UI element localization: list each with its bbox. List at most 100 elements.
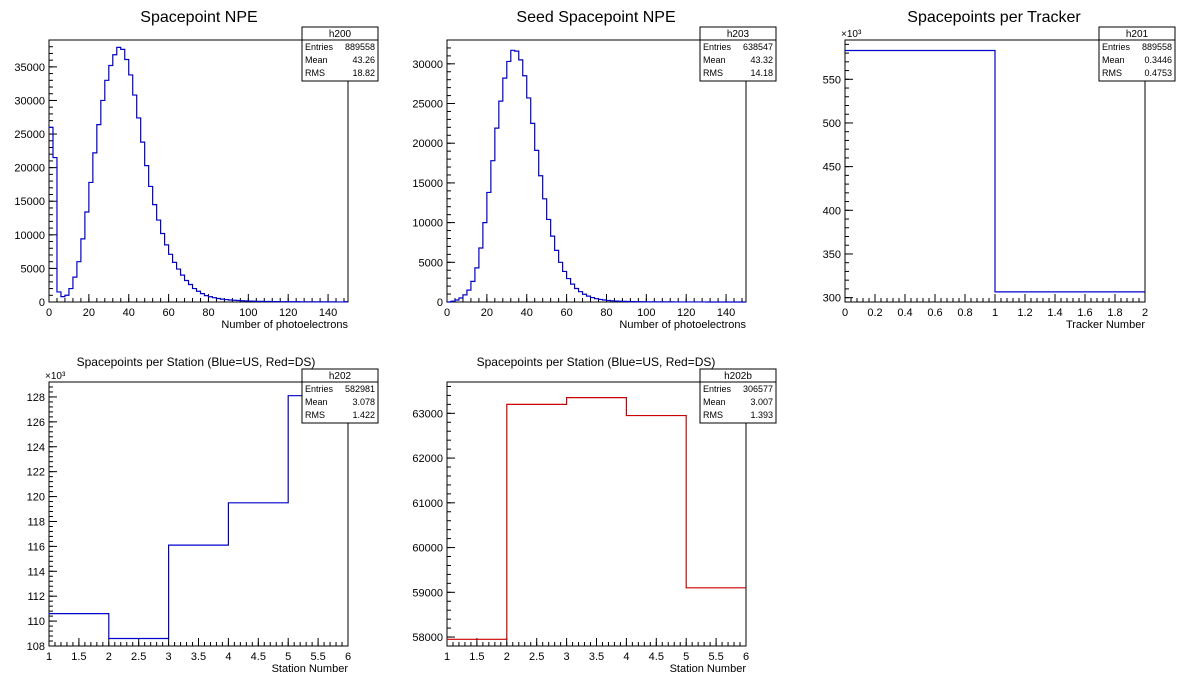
x-tick-label: 60 bbox=[560, 307, 572, 319]
y-tick-label: 116 bbox=[27, 541, 45, 553]
plot-frame bbox=[48, 39, 349, 303]
chart-title: Spacepoints per Station (Blue=US, Red=DS… bbox=[77, 355, 316, 369]
y-tick-label: 20000 bbox=[14, 163, 45, 175]
x-axis-label: Number of photoelectrons bbox=[619, 319, 746, 331]
stats-value: 1.393 bbox=[750, 410, 773, 420]
y-tick-label: 400 bbox=[823, 205, 841, 217]
stats-label: Entries bbox=[305, 384, 334, 394]
chart-title: Spacepoint NPE bbox=[140, 9, 257, 26]
x-tick-label: 20 bbox=[481, 307, 493, 319]
y-tick-label: 20000 bbox=[412, 138, 443, 150]
y-tick-label: 58000 bbox=[412, 632, 443, 644]
x-tick-label: 2 bbox=[504, 651, 510, 663]
x-axis-label: Station Number bbox=[670, 663, 747, 675]
y-tick-label: 59000 bbox=[412, 587, 443, 599]
stats-value: 43.32 bbox=[750, 55, 773, 65]
y-tick-label: 35000 bbox=[14, 62, 45, 74]
x-tick-label: 2.5 bbox=[529, 651, 544, 663]
y-tick-label: 350 bbox=[823, 249, 841, 261]
y-tick-label: 15000 bbox=[14, 196, 45, 208]
y-tick-label: 122 bbox=[27, 467, 45, 479]
y-tick-label: 10000 bbox=[14, 230, 45, 242]
x-tick-label: 4 bbox=[225, 651, 231, 663]
y-tick-label: 500 bbox=[823, 118, 841, 130]
stats-label: Entries bbox=[703, 384, 732, 394]
y-tick-label: 124 bbox=[27, 442, 45, 454]
stats-name: h200 bbox=[329, 29, 352, 40]
stats-value: 43.26 bbox=[352, 55, 375, 65]
x-tick-label: 0 bbox=[46, 307, 52, 319]
stats-value: 3.007 bbox=[750, 397, 773, 407]
stats-frame bbox=[301, 368, 379, 424]
y-tick-label: 114 bbox=[27, 566, 45, 578]
stats-name: h202 bbox=[329, 371, 352, 382]
stats-value: 889558 bbox=[1142, 42, 1172, 52]
x-tick-label: 1.4 bbox=[1047, 307, 1062, 319]
y-tick-label: 108 bbox=[27, 641, 45, 653]
stats-frame bbox=[1098, 26, 1176, 82]
chart-title: Spacepoints per Tracker bbox=[907, 9, 1081, 26]
y-multiplier: ×10³ bbox=[841, 29, 862, 40]
x-tick-label: 2.5 bbox=[131, 651, 146, 663]
x-tick-label: 1.6 bbox=[1077, 307, 1092, 319]
x-tick-label: 40 bbox=[521, 307, 533, 319]
x-tick-label: 5 bbox=[285, 651, 291, 663]
x-tick-label: 4.5 bbox=[649, 651, 664, 663]
x-tick-label: 3.5 bbox=[589, 651, 604, 663]
y-tick-label: 61000 bbox=[412, 498, 443, 510]
stats-label: Mean bbox=[1102, 55, 1125, 65]
x-tick-label: 140 bbox=[319, 307, 337, 319]
y-tick-label: 0 bbox=[437, 297, 443, 309]
x-tick-label: 1.8 bbox=[1107, 307, 1122, 319]
x-tick-label: 1 bbox=[444, 651, 450, 663]
stats-label: Entries bbox=[1102, 42, 1131, 52]
stats-value: 306577 bbox=[743, 384, 773, 394]
stats-value: 889558 bbox=[345, 42, 375, 52]
stats-value: 638547 bbox=[743, 42, 773, 52]
x-tick-label: 120 bbox=[677, 307, 695, 319]
stats-box: h202b Entries 306577 Mean 3.007 RMS 1.393 bbox=[699, 368, 777, 424]
chart-title: Seed Spacepoint NPE bbox=[516, 9, 675, 26]
y-tick-label: 62000 bbox=[412, 453, 443, 465]
plot-frame bbox=[446, 39, 747, 303]
histogram-panel-1: Seed Spacepoint NPE 0 20 40 60 80 100 120 140 0 50… bbox=[412, 9, 777, 331]
x-tick-label: 0 bbox=[444, 307, 450, 319]
x-tick-label: 5.5 bbox=[310, 651, 325, 663]
x-tick-label: 1.2 bbox=[1017, 307, 1032, 319]
y-tick-label: 63000 bbox=[412, 408, 443, 420]
stats-box: h201 Entries 889558 Mean 0.3446 RMS 0.4753 bbox=[1098, 26, 1176, 82]
y-tick-label: 25000 bbox=[14, 129, 45, 141]
x-tick-label: 80 bbox=[600, 307, 612, 319]
y-tick-label: 118 bbox=[27, 516, 45, 528]
stats-label: Mean bbox=[703, 55, 726, 65]
stats-name: h202b bbox=[724, 371, 752, 382]
stats-label: RMS bbox=[305, 410, 325, 420]
stats-name: h203 bbox=[727, 29, 750, 40]
y-tick-label: 10000 bbox=[412, 218, 443, 230]
x-axis-label: Number of photoelectrons bbox=[221, 319, 348, 331]
x-axis-label: Station Number bbox=[272, 663, 349, 675]
x-tick-label: 20 bbox=[83, 307, 95, 319]
y-tick-label: 0 bbox=[39, 297, 45, 309]
stats-box: h202 Entries 582981 Mean 3.078 RMS 1.422 bbox=[301, 368, 379, 424]
x-tick-label: 0.6 bbox=[927, 307, 942, 319]
stats-label: RMS bbox=[703, 410, 723, 420]
y-tick-label: 126 bbox=[27, 417, 45, 429]
chart-title: Spacepoints per Station (Blue=US, Red=DS… bbox=[477, 355, 716, 369]
x-tick-label: 5 bbox=[683, 651, 689, 663]
x-tick-label: 80 bbox=[202, 307, 214, 319]
stats-value: 0.4753 bbox=[1144, 68, 1172, 78]
y-tick-label: 60000 bbox=[412, 543, 443, 555]
histogram-series-0 bbox=[447, 397, 746, 640]
x-tick-label: 0.8 bbox=[957, 307, 972, 319]
stats-label: RMS bbox=[1102, 68, 1122, 78]
y-tick-label: 25000 bbox=[412, 99, 443, 111]
y-tick-label: 300 bbox=[823, 293, 841, 305]
histogram-panel-3: Spacepoints per Station (Blue=US, Red=DS… bbox=[27, 355, 379, 675]
x-tick-label: 140 bbox=[717, 307, 735, 319]
stats-value: 14.18 bbox=[750, 68, 773, 78]
stats-box: h200 Entries 889558 Mean 43.26 RMS 18.82 bbox=[301, 26, 379, 82]
y-tick-label: 450 bbox=[823, 162, 841, 174]
x-tick-label: 0.4 bbox=[897, 307, 912, 319]
x-tick-label: 4 bbox=[623, 651, 629, 663]
